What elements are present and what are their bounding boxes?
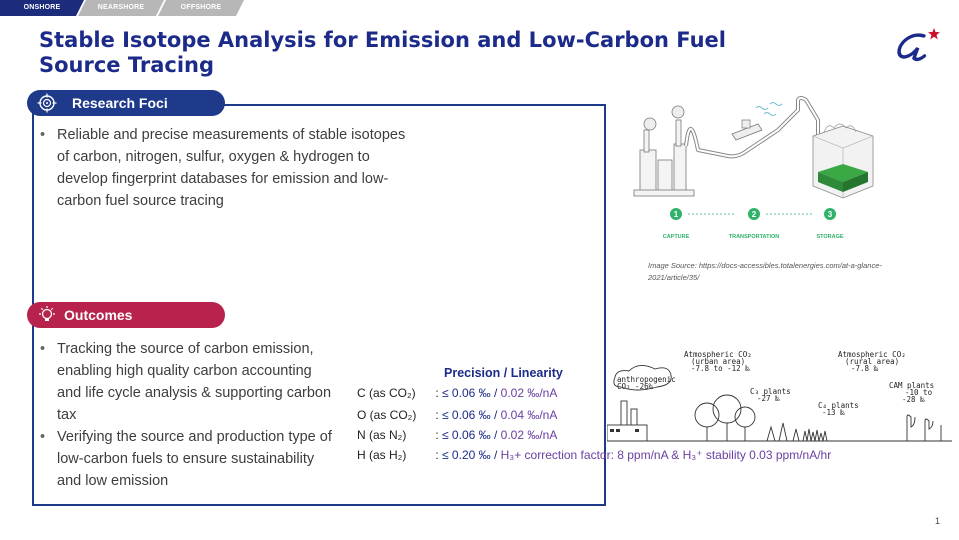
tab-onshore[interactable]: ONSHORE <box>0 0 84 16</box>
sketch-label: CO₂ -26‰ <box>617 382 654 391</box>
linearity-value: 0.02 ‰/nA <box>500 428 558 442</box>
precision-row-nitrogen: N (as N₂) : ≤ 0.06 ‰ / 0.02 ‰/nA <box>357 426 557 444</box>
sketch-label: CAM plants <box>889 381 934 390</box>
research-bullet: Reliable and precise measurements of sta… <box>38 124 408 212</box>
linearity-label: Linearity <box>510 366 563 380</box>
step-label-transportation: TRANSPORTATION <box>729 234 780 240</box>
step-label-storage: STORAGE <box>816 234 843 240</box>
image-source-caption: Image Source: https://docs-accessibles.t… <box>648 261 882 282</box>
ccs-diagram: 1 2 3 CAPTURE TRANSPORTATION STORAGE <box>633 96 874 240</box>
tab-nearshore[interactable]: NEARSHORE <box>78 0 164 16</box>
ship-illustration <box>731 119 763 141</box>
region-tabs: ONSHORE NEARSHORE OFFSHORE <box>0 0 250 17</box>
page-title: Stable Isotope Analysis for Emission and… <box>39 28 726 77</box>
factory-illustration <box>633 105 695 197</box>
tab-offshore[interactable]: OFFSHORE <box>158 0 244 16</box>
step-markers: 1 2 3 CAPTURE TRANSPORTATION STORAGE <box>663 208 844 240</box>
sketch-label: -13 ‰ <box>822 408 845 417</box>
element-label: N (as N₂) <box>357 428 407 442</box>
element-label: H (as H₂) <box>357 448 407 462</box>
precision-label: Precision <box>444 366 501 380</box>
row-separator: : <box>432 408 443 422</box>
linearity-value: 0.04 ‰/nA <box>500 408 558 422</box>
precision-value: ≤ 0.20 ‰ / <box>442 448 501 462</box>
sketch-label: -7.8 ‰ <box>851 364 879 373</box>
sketch-label: -27 ‰ <box>757 394 780 403</box>
research-foci-title: Research Foci <box>72 95 168 111</box>
linearity-value: H₃+ correction factor: 8 ppm/nA & H₃⁺ st… <box>500 448 832 462</box>
precision-header: Precision / Linearity <box>444 366 563 380</box>
linearity-value: 0.02 ‰/nA <box>500 386 558 400</box>
step-label-capture: CAPTURE <box>663 234 690 240</box>
step-number: 2 <box>752 210 757 219</box>
header-separator: / <box>500 366 511 380</box>
brand-logo <box>897 28 940 62</box>
sketch-label: anthropogenic <box>617 375 676 384</box>
sketch-label: Atmospheric CO₂ <box>684 350 752 359</box>
element-label: O (as CO₂) <box>357 408 417 422</box>
row-separator: : <box>432 386 443 400</box>
sketch-label: Atmospheric CO₂ <box>838 350 906 359</box>
target-icon <box>37 93 57 113</box>
sketch-label: C₃ plants <box>750 387 791 396</box>
precision-value: ≤ 0.06 ‰ / <box>442 386 501 400</box>
precision-value: ≤ 0.06 ‰ / <box>442 428 501 442</box>
research-foci-header: Research Foci <box>27 90 225 116</box>
step-number: 1 <box>674 210 679 219</box>
page-number: 1 <box>934 516 940 526</box>
sketch-label: (rural area) <box>845 357 899 366</box>
sketch-label: -10 to <box>905 388 933 397</box>
sketch-label: -28 ‰ <box>902 395 925 404</box>
isotope-sketch: Atmospheric CO₂ (urban area) -7.8 to -12… <box>607 343 952 443</box>
step-number: 3 <box>828 210 833 219</box>
element-label: C (as CO₂) <box>357 386 416 400</box>
precision-row-oxygen: O (as CO₂) : ≤ 0.06 ‰ / 0.04 ‰/nA <box>357 406 557 424</box>
row-separator: : <box>432 428 443 442</box>
row-separator: : <box>432 448 443 462</box>
outcome-bullet: Verifying the source and production type… <box>38 426 338 492</box>
sketch-label: (urban area) <box>691 357 745 366</box>
outcome-bullet: Tracking the source of carbon emission, … <box>38 338 338 426</box>
sketch-label: C₄ plants <box>818 401 859 410</box>
outcomes-header: Outcomes <box>27 302 225 328</box>
sketch-label: -7.8 to -12 ‰ <box>691 364 750 373</box>
outcomes-bullets: Tracking the source of carbon emission, … <box>38 338 338 492</box>
precision-row-hydrogen: H (as H₂) : ≤ 0.20 ‰ / H₃+ correction fa… <box>357 446 831 464</box>
storage-illustration <box>812 123 874 199</box>
outcomes-title: Outcomes <box>64 307 133 323</box>
lightbulb-icon <box>39 306 55 321</box>
precision-value: ≤ 0.06 ‰ / <box>442 408 501 422</box>
precision-row-carbon: C (as CO₂) : ≤ 0.06 ‰ / 0.02 ‰/nA <box>357 384 557 402</box>
research-bullets: Reliable and precise measurements of sta… <box>38 124 408 212</box>
